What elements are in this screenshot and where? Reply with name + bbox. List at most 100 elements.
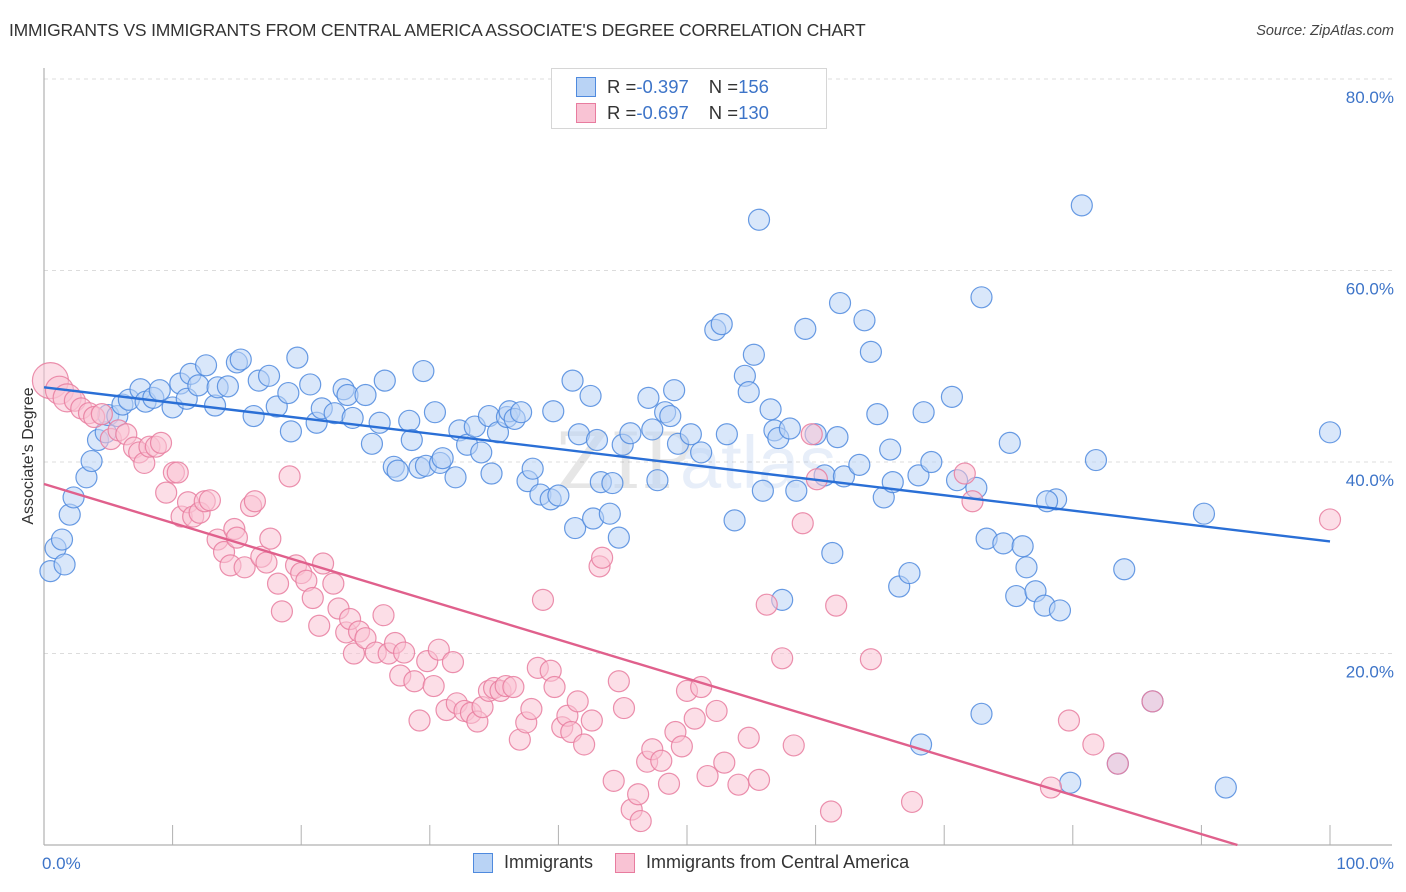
data-point (521, 457, 544, 480)
data-point (742, 343, 765, 366)
data-point (828, 291, 852, 315)
r-value: -0.697 (636, 102, 689, 123)
data-point (998, 431, 1021, 454)
legend-row-immigrants: R = -0.397 N = 156 (576, 75, 769, 99)
y-tick-labels: 20.0% 40.0% 60.0% 80.0% (1346, 88, 1394, 682)
legend-item-central-america[interactable]: Immigrants from Central America (615, 852, 909, 873)
data-point (392, 641, 416, 664)
data-point (683, 707, 706, 730)
data-point (627, 783, 650, 806)
r-label: R = (607, 102, 637, 123)
data-point (737, 381, 760, 404)
data-point (747, 208, 771, 231)
data-point (149, 431, 173, 454)
data-point (166, 461, 189, 484)
data-point (641, 418, 664, 441)
data-point (1106, 752, 1129, 775)
data-point (279, 420, 303, 443)
stats-legend: R = -0.397 N = 156 R = -0.697 N = 130 (551, 68, 827, 129)
series-legend: Immigrants Immigrants from Central Ameri… (473, 852, 931, 873)
data-point (155, 481, 178, 504)
data-point (510, 401, 533, 424)
y-tick-label: 60.0% (1346, 280, 1394, 299)
data-point (412, 359, 435, 383)
data-point (637, 386, 660, 409)
data-point (819, 800, 843, 823)
data-point (907, 464, 930, 487)
data-point (848, 453, 871, 476)
data-point (825, 594, 848, 617)
data-point (1057, 709, 1081, 732)
data-point (431, 447, 454, 470)
data-point (853, 309, 876, 332)
legend-swatch-pink (576, 103, 596, 123)
data-point (203, 394, 227, 417)
data-point (441, 651, 465, 674)
legend-item-immigrants[interactable]: Immigrants (473, 852, 593, 873)
data-point (278, 465, 301, 488)
data-point (542, 400, 565, 423)
data-point (342, 642, 366, 665)
data-point (727, 773, 750, 796)
data-point (187, 374, 210, 397)
data-point (580, 709, 603, 732)
data-point (1011, 535, 1034, 558)
data-point (80, 449, 103, 473)
data-point (50, 528, 74, 551)
data-point (601, 471, 624, 495)
data-point (713, 751, 736, 774)
data-point (821, 541, 844, 565)
data-point (705, 699, 728, 723)
gridlines (44, 78, 1392, 654)
data-point (629, 809, 652, 833)
data-point (696, 764, 719, 788)
data-point (800, 423, 823, 446)
data-point (368, 411, 391, 434)
data-point (619, 422, 642, 445)
data-point (543, 675, 566, 699)
data-point (53, 553, 76, 576)
data-point (659, 404, 682, 428)
data-point (408, 709, 431, 732)
data-point (591, 546, 614, 569)
data-point (679, 423, 702, 446)
data-point (322, 572, 345, 595)
data-point (737, 726, 760, 749)
data-point (354, 383, 377, 407)
r-label: R = (607, 76, 637, 97)
data-point (423, 401, 447, 424)
data-point (579, 384, 602, 408)
data-point (480, 462, 503, 485)
data-point (970, 286, 993, 309)
data-point (690, 441, 713, 464)
data-point (566, 690, 589, 713)
data-point (1318, 421, 1342, 444)
data-point (992, 532, 1015, 555)
data-point (657, 772, 681, 795)
data-point (791, 512, 814, 535)
legend-row-central-america: R = -0.697 N = 130 (576, 101, 769, 125)
data-point (961, 490, 984, 513)
chart-title: IMMIGRANTS VS IMMIGRANTS FROM CENTRAL AM… (9, 20, 866, 40)
data-point (585, 428, 609, 452)
n-value: 130 (738, 102, 769, 123)
data-point (646, 469, 669, 492)
data-point (257, 364, 281, 387)
data-point (148, 379, 171, 402)
data-point (859, 340, 882, 363)
data-point (286, 346, 309, 369)
legend-label: Immigrants (504, 852, 594, 872)
data-point (1214, 776, 1237, 799)
data-point (866, 403, 889, 426)
data-point (900, 790, 924, 814)
legend-swatch-blue (473, 852, 493, 873)
data-point (360, 432, 384, 455)
data-point (277, 381, 300, 405)
data-point (301, 586, 324, 610)
data-point (598, 502, 621, 525)
data-point (242, 404, 265, 428)
trend-lines (43, 386, 1331, 847)
trend-line-central-america (43, 482, 1238, 847)
data-point (751, 479, 774, 502)
trend-line-immigrants (43, 386, 1331, 543)
